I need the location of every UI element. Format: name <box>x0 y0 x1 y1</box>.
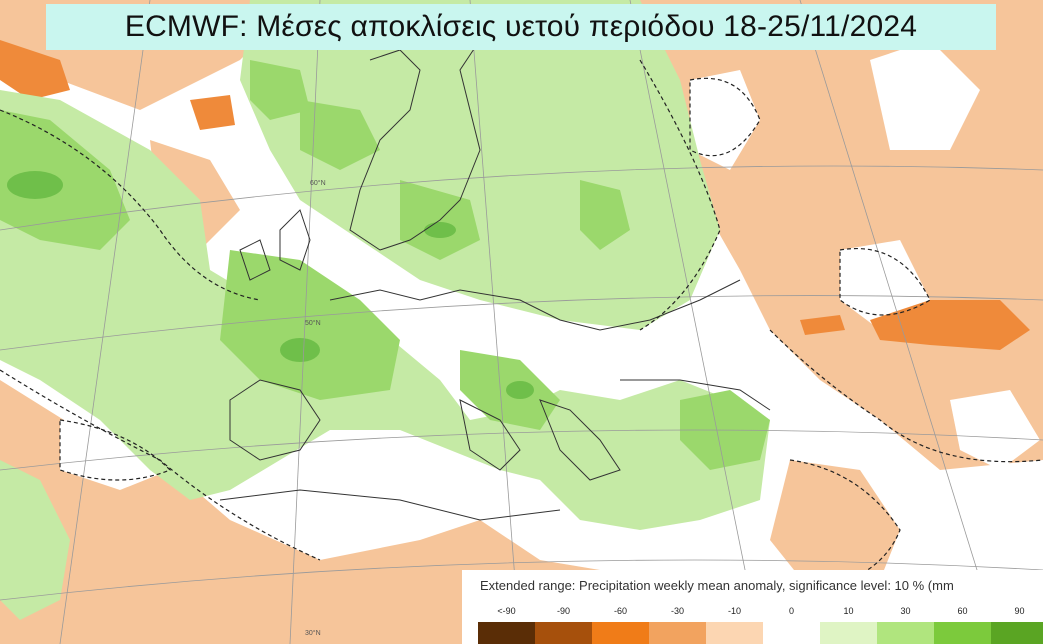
legend-swatch <box>877 622 934 644</box>
legend-swatch <box>934 622 991 644</box>
legend-tick-label: -30 <box>670 606 685 616</box>
legend-colorbar <box>478 622 1043 644</box>
lat-label-50: 50°N <box>305 319 321 327</box>
legend-tick-label: -10 <box>727 606 742 616</box>
legend-tick-label: 30 <box>900 606 911 616</box>
map-title: ECMWF: Μέσες αποκλίσεις υετού περιόδου 1… <box>124 10 918 43</box>
legend-tick-label: 60 <box>957 606 968 616</box>
lat-label-30: 30°N <box>305 629 321 637</box>
legend-tick-label: 10 <box>843 606 854 616</box>
neutral-patches <box>60 40 1040 490</box>
title-banner: ECMWF: Μέσες αποκλίσεις υετού περιόδου 1… <box>46 4 996 50</box>
lat-label-60: 60°N <box>310 179 326 187</box>
strong-wet-regions <box>7 171 534 399</box>
legend-tick-label: <-90 <box>497 606 516 616</box>
legend-tick-label: -60 <box>613 606 628 616</box>
legend-tick-label: 90 <box>1014 606 1025 616</box>
legend-swatch <box>763 622 820 644</box>
legend-swatch <box>706 622 763 644</box>
legend-panel: Extended range: Precipitation weekly mea… <box>462 570 1043 644</box>
legend-swatch <box>991 622 1043 644</box>
coastlines <box>219 39 771 521</box>
legend-swatch <box>592 622 649 644</box>
significance-contours <box>0 59 1043 591</box>
legend-caption: Extended range: Precipitation weekly mea… <box>480 578 954 593</box>
legend-swatch <box>478 622 535 644</box>
legend-tick-label: 0 <box>788 606 795 616</box>
legend-swatch <box>535 622 592 644</box>
legend-tick-label: -90 <box>556 606 571 616</box>
mid-wet-regions <box>0 60 770 470</box>
legend-swatch <box>649 622 706 644</box>
legend-swatch <box>820 622 877 644</box>
